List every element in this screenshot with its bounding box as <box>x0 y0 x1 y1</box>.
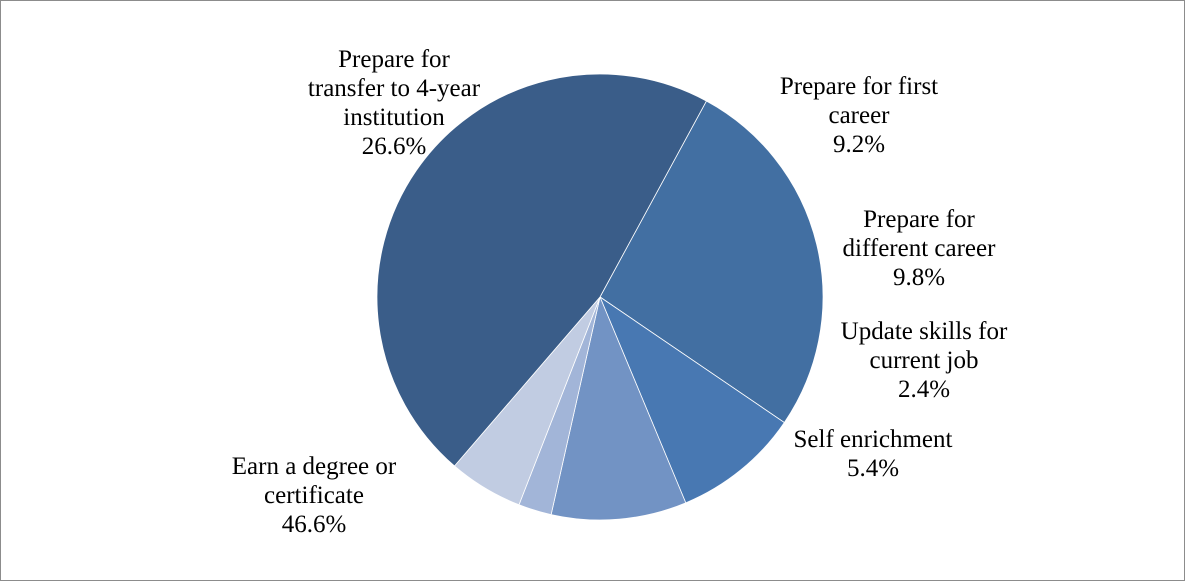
slice-label-text: Prepare for first <box>780 73 938 100</box>
slice-percent-text: 26.6% <box>362 133 427 160</box>
slice-label-text: Self enrichment <box>794 426 953 453</box>
slice-label-text: transfer to 4-year <box>308 75 481 102</box>
slice-label-text: Prepare for <box>338 46 450 73</box>
pie-slice <box>599 100 824 424</box>
slice-percent-text: 2.4% <box>898 376 950 403</box>
pie-slice <box>550 295 687 521</box>
slice-percent-text: 9.8% <box>893 264 945 291</box>
slice-percent-text: 9.2% <box>833 131 885 158</box>
slice-data-label: Prepare for different career 9.8% <box>843 206 997 291</box>
slice-data-label: Prepare for transfer to 4-year institution… <box>308 46 481 160</box>
slice-percent-text: 46.6% <box>282 511 347 538</box>
slice-label-text: Prepare for <box>863 206 975 233</box>
pie-slice <box>376 73 707 467</box>
slice-label-text: career <box>828 102 890 129</box>
slice-label-text: Earn a degree or <box>232 453 397 480</box>
slice-label-text: current job <box>870 347 979 374</box>
slice-data-label: Earn a degree or certificate 46.6% <box>232 453 397 538</box>
pie-slice <box>599 295 785 504</box>
slice-data-label: Prepare for first career 9.2% <box>780 73 938 158</box>
slice-label-text: institution <box>343 104 445 131</box>
pie-slices <box>376 73 824 521</box>
pie-labels: Prepare for transfer to 4-year institution… <box>232 46 1008 538</box>
slice-data-label: Self enrichment 5.4% <box>794 426 953 482</box>
slice-label-text: different career <box>843 235 997 262</box>
slice-percent-text: 5.4% <box>847 455 899 482</box>
slice-label-text: Update skills for <box>841 318 1008 345</box>
slice-data-label: Update skills for current job 2.4% <box>841 318 1008 403</box>
slice-label-text: certificate <box>264 482 364 509</box>
